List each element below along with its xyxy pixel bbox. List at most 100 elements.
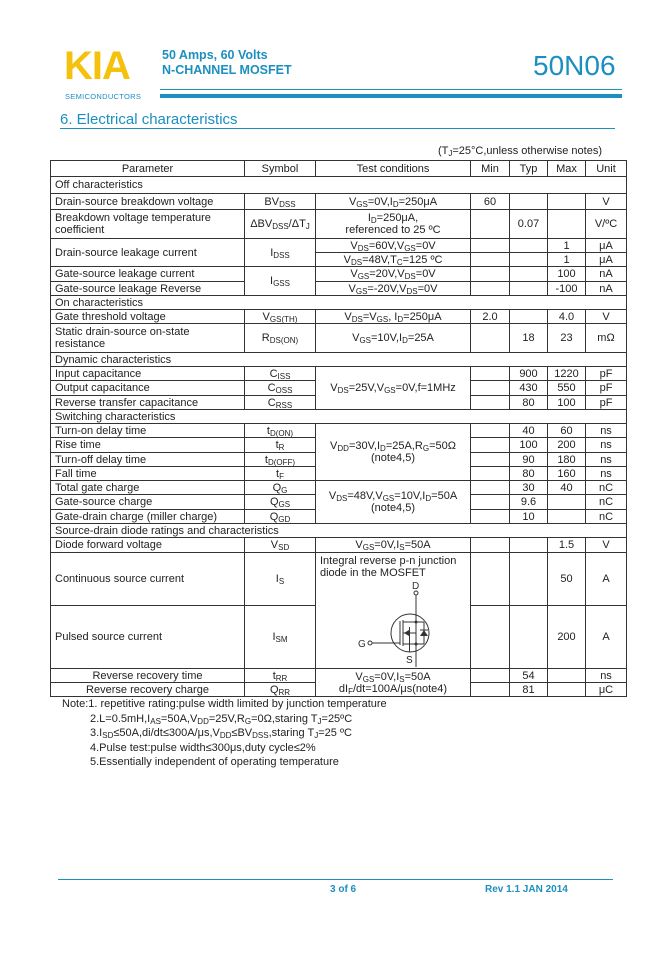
cell-unit: V [585,193,627,210]
cell-max: 200 [547,437,586,453]
cell-max [547,494,586,510]
cell-symbol: IS [244,552,316,606]
cell-parameter: Total gate charge [50,480,245,495]
cell-parameter: Fall time [50,466,245,481]
cell-typ [509,266,548,282]
cell-parameter: Turn-off delay time [50,452,245,467]
note-line: 2.L=0.5mH,IAS=50A,VDD=25V,RG=0Ω,staring … [90,712,353,726]
cell-max: 100 [547,395,586,410]
cell-unit: pF [585,395,627,410]
table-row: Continuous source current IS Integral reve… [50,552,627,669]
source-lead [409,627,410,652]
header-divider-thick [160,94,622,98]
cell-unit: μA [585,252,627,267]
cell-max: -100 [547,281,586,296]
cell-test-conditions: VGS=-20V,VDS=0V [315,281,471,296]
cell-min [470,423,510,438]
cell-parameter: Gate-drain charge (miller charge) [50,509,245,524]
cell-typ [509,193,548,210]
cell-max [547,682,586,697]
product-type: N-CHANNEL MOSFET [162,63,292,77]
cell-parameter: Reverse recovery charge [50,682,245,697]
cell-parameter: Diode forward voltage [50,537,245,553]
note-line: Note:1. repetitive rating:pulse width li… [62,698,387,710]
cell-symbol: COSS [244,380,316,396]
cell-unit: nC [585,509,627,524]
cell-symbol: tR [244,437,316,453]
section-label: On characteristics [50,295,627,310]
cell-parameter: Drain-source leakage current [50,238,245,267]
cell-symbol: ISM [244,605,316,669]
cell-typ [509,252,548,267]
cell-symbol: QRR [244,682,316,697]
cell-min [470,682,510,697]
cell-unit: ns [585,452,627,467]
cell-max: 1.5 [547,537,586,553]
column-header-parameter: Parameter [50,160,245,177]
cell-max: 4.0 [547,309,586,324]
cell-max: 60 [547,423,586,438]
cell-unit: μA [585,238,627,253]
section-row: On characteristics [50,295,627,310]
cell-test-conditions: VDS=60V,VGS=0V [315,238,471,253]
cell-max: 100 [547,266,586,282]
cell-symbol: tD(ON) [244,423,316,438]
cell-symbol: CRSS [244,395,316,410]
cell-max: 40 [547,480,586,495]
cell-typ [509,309,548,324]
cell-typ: 30 [509,480,548,495]
note-line: 3.ISD≤50A,di/dt≤300A/μs,VDD≤BVDSS,starin… [90,727,352,740]
cell-typ [509,552,548,606]
cell-test-conditions: VGS=0V,IS=50A [315,537,471,553]
cell-max [547,509,586,524]
column-header-unit: Unit [585,160,627,177]
cell-parameter: Gate-source leakage current [50,266,245,282]
cell-symbol: QGS [244,494,316,510]
section-label: Dynamic characteristics [50,352,627,367]
cell-min [470,552,510,606]
cell-typ: 40 [509,423,548,438]
cell-symbol: QG [244,480,316,495]
cell-symbol: RDS(ON) [244,323,316,353]
section-underline [60,128,615,129]
cell-min [470,466,510,481]
table-header: Parameter Symbol Test conditions Min Typ Max U… [50,160,627,177]
cell-symbol: VSD [244,537,316,553]
cell-test-conditions: Integral reverse p-n junction diode in t… [315,552,471,669]
cell-typ: 9.6 [509,494,548,510]
revision: Rev 1.1 JAN 2014 [485,884,568,895]
cell-min [470,537,510,553]
cell-min [470,452,510,467]
cell-typ: 18 [509,323,548,353]
cell-typ: 80 [509,395,548,410]
table-row: Rise time tR 100 200 ns [50,437,627,453]
section-row: Dynamic characteristics [50,352,627,367]
cell-unit: ns [585,437,627,453]
cell-typ: 90 [509,452,548,467]
column-header-symbol: Symbol [244,160,316,177]
table-row: Drain-source breakdown voltage BVDSS VGS=0… [50,193,627,210]
cell-min [470,366,510,381]
table-row: Fall time tF 80 160 ns [50,466,627,481]
cell-typ: 430 [509,380,548,396]
cell-test-conditions: VDS=VGS, ID=250μA [315,309,471,324]
cell-test-conditions: VGS=10V,ID=25A [315,323,471,353]
cell-unit: mΩ [585,323,627,353]
cell-min [470,668,510,683]
cell-parameter: Reverse recovery time [50,668,245,683]
cell-min [470,238,510,253]
cell-typ [509,537,548,553]
cell-min [470,252,510,267]
cell-max: 180 [547,452,586,467]
cell-min [470,266,510,282]
mosfet-symbol-icon: D G [358,581,430,667]
cell-unit: ns [585,466,627,481]
cell-min [470,395,510,410]
cell-min [470,605,510,669]
cell-parameter: Breakdown voltage temperature coefficien… [50,209,245,239]
cell-typ: 10 [509,509,548,524]
cell-min [470,209,510,239]
cell-typ: 54 [509,668,548,683]
cell-symbol: QGD [244,509,316,524]
cell-min: 60 [470,193,510,210]
